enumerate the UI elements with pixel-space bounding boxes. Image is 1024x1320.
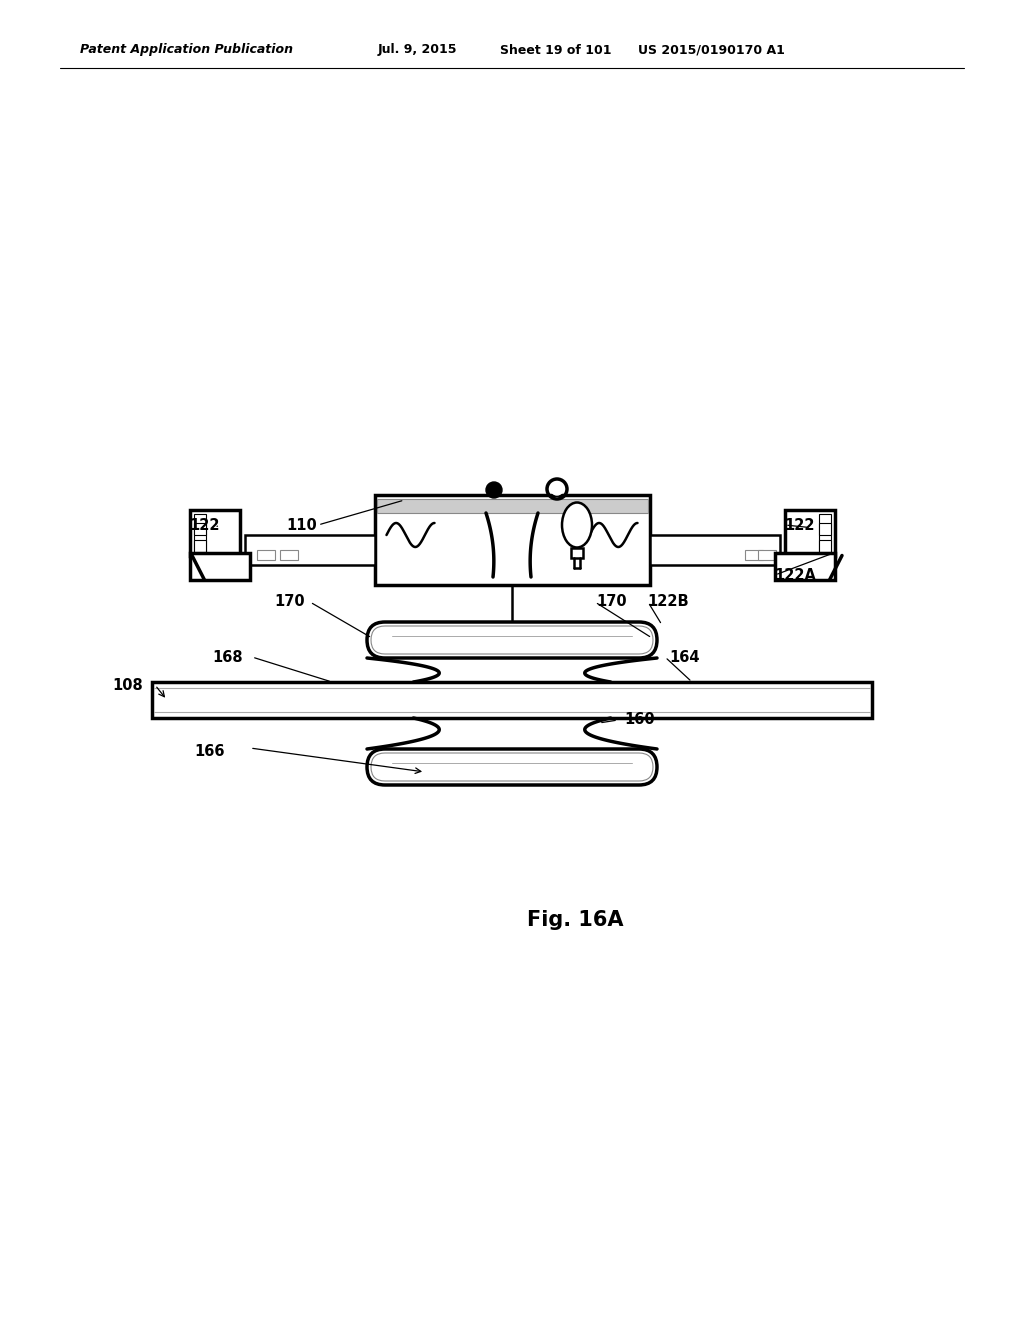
Bar (375, 495, 649, 585)
Text: 110: 110 (287, 517, 317, 532)
Text: 166: 166 (195, 744, 225, 759)
Bar (377, 499, 647, 513)
Bar (571, 548, 583, 557)
Bar (194, 523, 206, 535)
Text: 122: 122 (784, 517, 815, 532)
Bar (256, 550, 274, 560)
Text: Sheet 19 of 101: Sheet 19 of 101 (500, 44, 611, 57)
Bar (818, 513, 830, 552)
Bar (818, 523, 830, 535)
Bar (189, 510, 240, 556)
Circle shape (486, 482, 502, 498)
Text: 122B: 122B (647, 594, 689, 610)
Text: 164: 164 (670, 649, 700, 664)
Text: Fig. 16A: Fig. 16A (526, 909, 624, 931)
Circle shape (551, 483, 563, 495)
Text: 108: 108 (113, 677, 143, 693)
Bar (758, 550, 775, 560)
Bar (152, 682, 872, 718)
Bar (784, 510, 835, 556)
Text: 160: 160 (625, 713, 655, 727)
Bar (194, 513, 206, 552)
FancyBboxPatch shape (367, 622, 657, 657)
FancyBboxPatch shape (371, 626, 653, 653)
Text: Jul. 9, 2015: Jul. 9, 2015 (378, 44, 458, 57)
Bar (189, 553, 250, 579)
Bar (280, 550, 298, 560)
Text: 170: 170 (597, 594, 628, 610)
Bar (245, 535, 375, 565)
FancyBboxPatch shape (371, 752, 653, 781)
Text: US 2015/0190170 A1: US 2015/0190170 A1 (638, 44, 784, 57)
Text: Patent Application Publication: Patent Application Publication (80, 44, 293, 57)
Bar (774, 553, 835, 579)
Text: 122A: 122A (774, 568, 816, 582)
Bar (818, 540, 830, 552)
FancyBboxPatch shape (367, 748, 657, 785)
Text: 122: 122 (189, 517, 220, 532)
Text: 170: 170 (274, 594, 305, 610)
Text: 168: 168 (213, 649, 244, 664)
Ellipse shape (562, 503, 592, 548)
Bar (194, 540, 206, 552)
Bar (744, 550, 763, 560)
Bar (649, 535, 779, 565)
